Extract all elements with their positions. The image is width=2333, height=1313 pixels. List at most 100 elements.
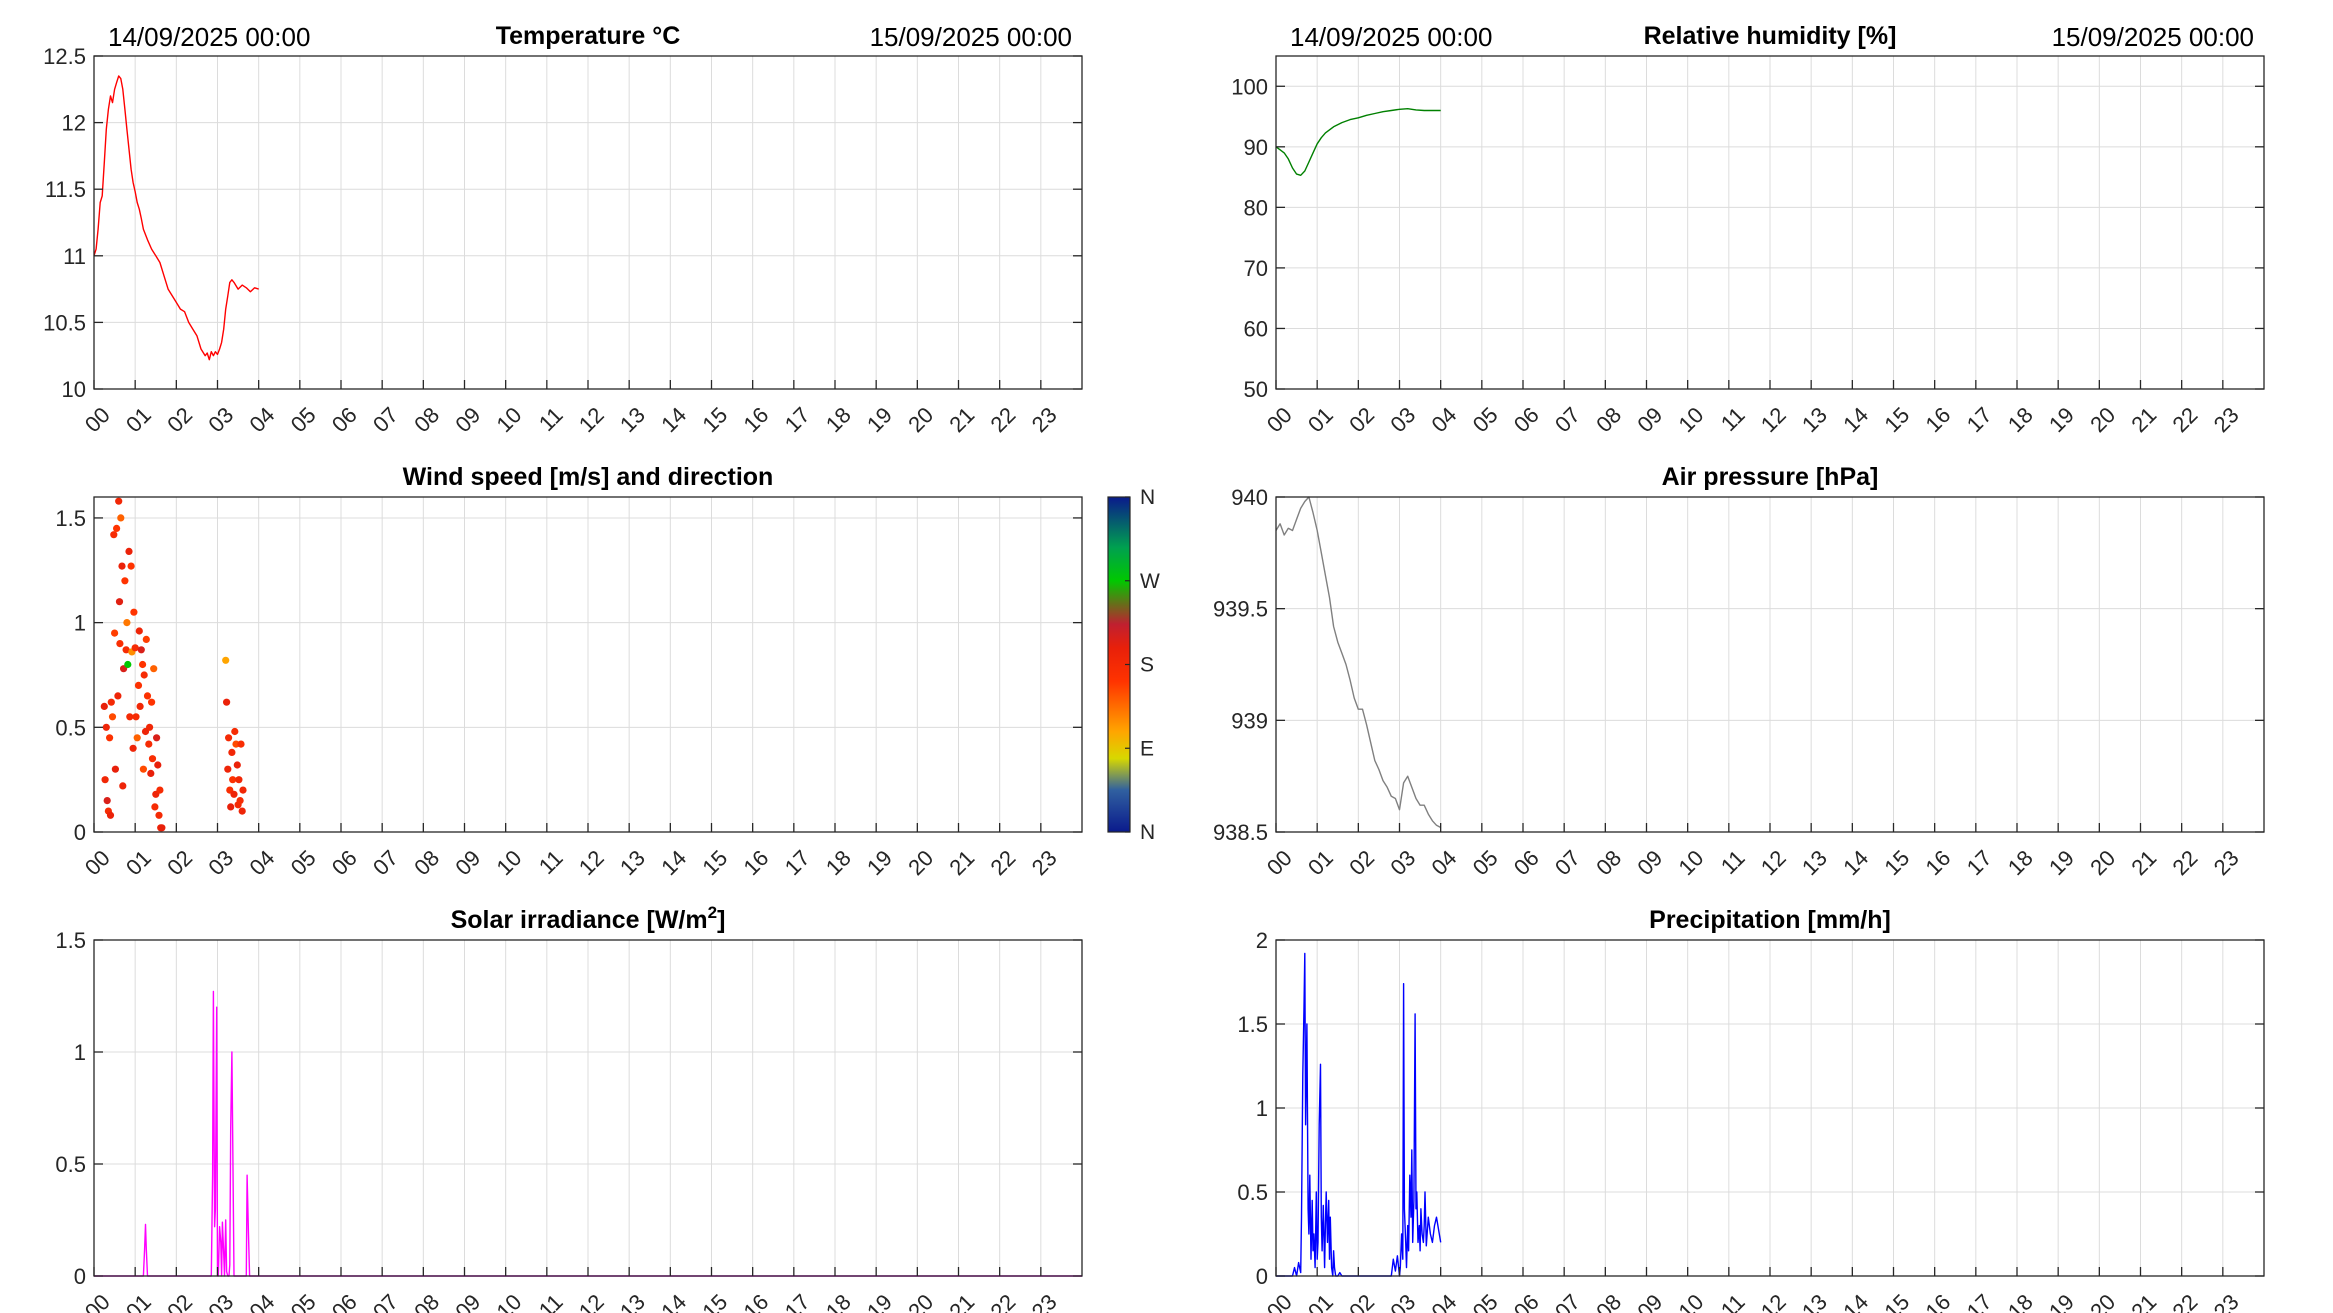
pressure-xtick-label: 14 bbox=[1838, 845, 1873, 880]
wind-point bbox=[136, 702, 144, 711]
humidity-ytick-label: 50 bbox=[1244, 377, 1268, 402]
wind-point bbox=[113, 524, 121, 533]
temperature-xtick-label: 12 bbox=[574, 402, 609, 437]
temperature-xtick-label: 21 bbox=[944, 402, 979, 437]
wind-ytick-label: 0 bbox=[74, 820, 86, 845]
humidity-title-text: Relative humidity [%] bbox=[1644, 22, 1897, 50]
wind-point bbox=[151, 803, 159, 811]
colorbar-label: N bbox=[1140, 486, 1155, 509]
wind-xtick-label: 04 bbox=[245, 845, 280, 880]
precipitation-xtick-label: 13 bbox=[1797, 1289, 1832, 1313]
humidity-ytick-label: 100 bbox=[1231, 74, 1268, 99]
pressure-series-line bbox=[1275, 496, 1442, 829]
precipitation-ytick-label: 0.5 bbox=[1237, 1180, 1268, 1205]
pressure-ytick-label: 938.5 bbox=[1213, 820, 1268, 845]
wind-point bbox=[143, 692, 152, 700]
pressure-xtick-label: 00 bbox=[1262, 845, 1297, 880]
wind-point bbox=[145, 740, 153, 748]
solar-xtick-label: 09 bbox=[450, 1289, 485, 1313]
wind-direction-colorbar: N E S W N bbox=[1107, 486, 1160, 844]
humidity-xtick-label: 13 bbox=[1797, 402, 1832, 437]
wind-xtick-label: 05 bbox=[286, 845, 321, 880]
humidity-xtick-label: 09 bbox=[1632, 402, 1667, 437]
wind-point bbox=[100, 702, 108, 711]
pressure-ytick-label: 939.5 bbox=[1213, 597, 1268, 622]
wind-ytick-label: 1.5 bbox=[55, 506, 86, 531]
humidity-xtick-label: 14 bbox=[1838, 402, 1873, 437]
humidity-start-date: 14/09/2025 00:00 bbox=[1290, 22, 1492, 52]
wind-point bbox=[139, 765, 147, 773]
precipitation-xtick-label: 06 bbox=[1509, 1289, 1544, 1313]
wind-point bbox=[116, 640, 124, 648]
temperature-ytick-label: 10.5 bbox=[43, 310, 86, 335]
humidity-xtick-label: 04 bbox=[1427, 402, 1462, 437]
wind-point bbox=[110, 531, 118, 539]
precipitation-xtick-label: 16 bbox=[1921, 1289, 1956, 1313]
humidity-xtick-label: 17 bbox=[1962, 402, 1997, 437]
wind-point bbox=[111, 629, 119, 637]
solar-ytick-label: 0 bbox=[74, 1264, 86, 1289]
wind-point bbox=[148, 698, 156, 706]
solar-xtick-label: 11 bbox=[534, 1289, 568, 1313]
precipitation-xtick-label: 11 bbox=[1716, 1289, 1750, 1313]
pressure-xtick-label: 06 bbox=[1509, 845, 1544, 880]
temperature-end-date: 15/09/2025 00:00 bbox=[870, 22, 1072, 52]
pressure-xtick-label: 18 bbox=[2003, 845, 2038, 880]
temperature-xtick-label: 16 bbox=[739, 402, 774, 437]
wind-point bbox=[224, 765, 232, 773]
wind-point bbox=[103, 797, 111, 805]
solar-xtick-label: 04 bbox=[245, 1289, 280, 1313]
colorbar-label: N bbox=[1140, 821, 1155, 844]
wind-point bbox=[130, 608, 138, 616]
wind-point bbox=[129, 744, 137, 752]
wind-point bbox=[106, 811, 115, 819]
wind-point bbox=[148, 755, 157, 763]
precipitation-ytick-label: 2 bbox=[1256, 928, 1268, 953]
wind-xtick-label: 23 bbox=[1027, 845, 1062, 880]
pressure-xtick-label: 21 bbox=[2126, 845, 2161, 880]
wind-point bbox=[134, 681, 143, 690]
humidity-xtick-label: 19 bbox=[2044, 402, 2079, 437]
temperature-xtick-label: 07 bbox=[368, 402, 403, 437]
pressure-ytick-label: 939 bbox=[1231, 708, 1268, 733]
temperature-xtick-label: 20 bbox=[903, 402, 938, 437]
temperature-xtick-label: 10 bbox=[492, 402, 527, 437]
wind-xtick-label: 19 bbox=[862, 845, 897, 880]
humidity-xtick-label: 02 bbox=[1344, 402, 1379, 437]
humidity-xtick-label: 12 bbox=[1756, 402, 1791, 437]
wind-point bbox=[232, 740, 240, 748]
wind-point bbox=[117, 514, 125, 522]
temperature-title-text: Temperature °C bbox=[496, 22, 681, 50]
wind-point bbox=[125, 547, 133, 556]
wind-point bbox=[150, 665, 158, 673]
wind-point bbox=[231, 727, 239, 736]
temperature-xtick-label: 11 bbox=[534, 402, 568, 436]
wind-point bbox=[142, 635, 150, 644]
wind-ytick-label: 1 bbox=[74, 611, 86, 636]
temperature-xtick-label: 06 bbox=[327, 402, 362, 437]
wind-point bbox=[155, 811, 163, 819]
wind-xtick-label: 14 bbox=[656, 845, 691, 880]
temperature-title: Temperature °C bbox=[496, 22, 681, 50]
humidity-xtick-label: 00 bbox=[1262, 402, 1297, 437]
wind-point bbox=[238, 807, 246, 815]
wind-point bbox=[135, 627, 143, 635]
wind-point bbox=[119, 782, 127, 790]
wind-point bbox=[123, 619, 131, 627]
solar-xtick-label: 14 bbox=[656, 1289, 691, 1313]
temperature-xtick-label: 19 bbox=[862, 402, 897, 437]
solar-xtick-label: 12 bbox=[574, 1289, 609, 1313]
wind-point bbox=[140, 671, 148, 679]
solar-xtick-label: 02 bbox=[162, 1289, 197, 1313]
wind-point bbox=[139, 660, 147, 669]
humidity-xtick-label: 03 bbox=[1385, 402, 1420, 437]
precipitation-xtick-label: 02 bbox=[1344, 1289, 1379, 1313]
colorbar-label: W bbox=[1140, 570, 1160, 593]
wind-point bbox=[230, 790, 238, 798]
temperature-ytick-label: 12 bbox=[62, 111, 86, 136]
temperature-xtick-label: 18 bbox=[821, 402, 856, 437]
wind-point bbox=[154, 761, 162, 769]
humidity-xtick-label: 01 bbox=[1303, 402, 1338, 437]
wind-title-text: Wind speed [m/s] and direction bbox=[403, 463, 774, 491]
